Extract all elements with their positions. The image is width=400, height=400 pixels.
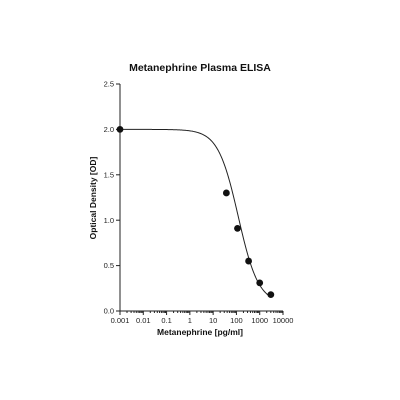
fit-curve xyxy=(120,128,272,298)
data-points xyxy=(116,125,275,299)
x-axis: 0.001 0.01 0.1 1 10 100 1000 10000 xyxy=(111,310,294,325)
data-point xyxy=(267,291,275,299)
chart-title: Metanephrine Plasma ELISA xyxy=(129,62,271,74)
y-tick-label: 1.0 xyxy=(104,216,114,225)
data-point xyxy=(234,224,241,232)
x-tick-label: 100 xyxy=(230,316,243,325)
x-tick-label: 10000 xyxy=(273,316,294,325)
y-axis: 0.0 0.5 1.0 1.5 2.0 2.5 xyxy=(104,80,121,316)
y-tick-label: 0.0 xyxy=(104,307,114,316)
y-axis-label: Optical Density [OD] xyxy=(88,157,98,240)
x-tick-label: 10 xyxy=(209,316,217,325)
data-point xyxy=(245,257,252,265)
data-point xyxy=(116,125,124,133)
y-tick-label: 2.0 xyxy=(104,125,114,134)
y-tick-label: 1.5 xyxy=(104,170,114,179)
data-point xyxy=(256,279,264,287)
y-tick-label: 2.5 xyxy=(104,80,114,89)
x-tick-label: 0.01 xyxy=(136,316,151,325)
x-tick-label: 0.001 xyxy=(111,316,130,325)
data-point xyxy=(222,189,230,197)
x-axis-label: Metanephrine [pg/ml] xyxy=(157,327,243,337)
x-tick-label: 0.1 xyxy=(161,316,171,325)
y-tick-label: 0.5 xyxy=(104,261,114,270)
x-tick-label: 1 xyxy=(188,316,192,325)
x-tick-label: 1000 xyxy=(251,316,268,325)
